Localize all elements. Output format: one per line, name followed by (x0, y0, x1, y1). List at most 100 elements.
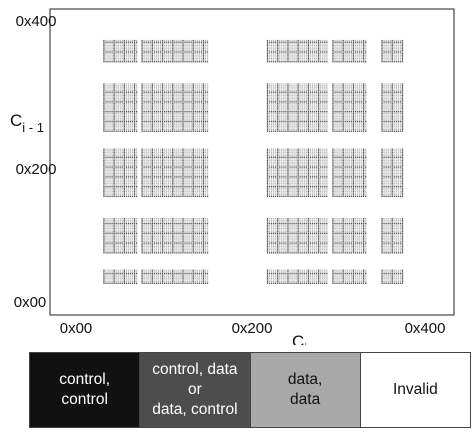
data-point (204, 281, 207, 283)
data-point (131, 237, 134, 239)
data-point (159, 227, 162, 230)
data-point (176, 159, 178, 162)
data-point (188, 89, 190, 92)
data-point (172, 166, 174, 168)
data-point (172, 101, 174, 103)
data-point (103, 245, 105, 247)
data-point (184, 94, 186, 97)
data-point (103, 112, 105, 114)
data-point (157, 56, 160, 58)
data-point (103, 171, 105, 173)
data-point (127, 84, 130, 87)
data-point (127, 231, 130, 233)
data-point (165, 61, 168, 63)
data-point (127, 235, 130, 238)
data-point (206, 245, 209, 247)
data-point (135, 56, 138, 58)
data-point (141, 161, 143, 163)
data-point (107, 83, 109, 85)
data-point (170, 41, 172, 43)
data-point (133, 111, 136, 113)
data-point (178, 84, 180, 87)
data-point (123, 174, 126, 176)
data-point (131, 177, 134, 180)
data-point (153, 57, 156, 60)
data-point (135, 252, 138, 254)
data-point (188, 94, 190, 97)
data-point (149, 150, 151, 152)
data-point (117, 271, 119, 273)
data-point (119, 49, 121, 51)
data-point (176, 120, 178, 123)
data-point (151, 245, 153, 247)
data-point (200, 107, 203, 110)
data-point (125, 88, 128, 90)
data-point (206, 88, 209, 90)
data-point (145, 187, 147, 189)
data-point (180, 171, 182, 173)
data-point (151, 281, 153, 283)
data-point (165, 250, 168, 252)
data-point (125, 51, 128, 53)
data-point (186, 112, 188, 114)
data-point (109, 224, 111, 226)
data-point (168, 269, 170, 271)
data-point (196, 106, 198, 108)
data-point (206, 252, 209, 254)
data-point (103, 130, 105, 132)
data-point (145, 88, 147, 90)
data-point (107, 56, 109, 58)
data-point (190, 117, 192, 119)
data-point (159, 98, 162, 100)
data-point (141, 150, 143, 152)
data-point (159, 84, 162, 87)
data-point (182, 276, 184, 278)
data-point (111, 127, 113, 129)
data-point (145, 120, 147, 123)
data-point (127, 184, 130, 186)
data-point (127, 182, 130, 185)
data-point (165, 89, 168, 92)
data-point (178, 88, 180, 90)
data-point (113, 219, 115, 221)
data-point (176, 185, 178, 188)
data-point (127, 159, 130, 162)
data-point (105, 177, 107, 180)
data-point (123, 250, 126, 252)
data-point (145, 174, 147, 176)
data-point (143, 46, 145, 48)
data-point (163, 272, 166, 275)
data-point (176, 102, 178, 105)
data-point (109, 245, 111, 247)
data-point (145, 61, 147, 63)
data-point (103, 61, 105, 63)
data-point (151, 84, 153, 87)
data-point (153, 104, 156, 106)
data-point (168, 247, 170, 249)
data-point (198, 281, 200, 283)
data-point (111, 101, 113, 103)
data-point (103, 269, 105, 271)
data-point (113, 240, 115, 243)
data-point (119, 158, 121, 160)
data-point (168, 252, 170, 254)
data-point (184, 245, 186, 247)
data-point (184, 83, 186, 85)
data-point (202, 248, 205, 251)
data-point (163, 117, 166, 119)
data-point (182, 177, 184, 180)
data-point (111, 221, 113, 223)
data-point (184, 89, 186, 92)
data-point (161, 240, 164, 243)
data-point (109, 231, 111, 233)
data-point (141, 99, 143, 101)
data-point (121, 59, 123, 61)
data-point (133, 219, 136, 221)
data-point (105, 269, 107, 271)
data-point (103, 153, 105, 155)
data-point (113, 185, 115, 188)
data-point (125, 242, 128, 244)
data-point (168, 124, 170, 126)
data-point (141, 111, 143, 113)
data-point (127, 237, 130, 239)
